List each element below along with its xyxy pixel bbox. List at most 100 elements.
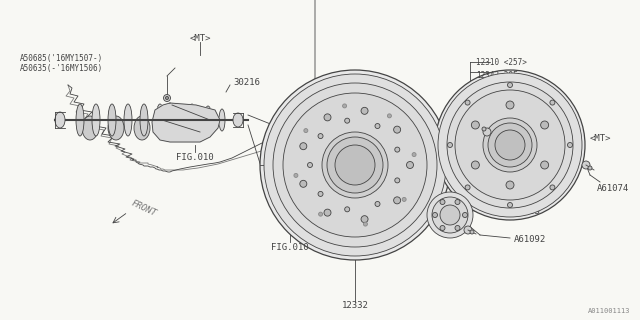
Circle shape (471, 161, 479, 169)
Text: A61092: A61092 (514, 236, 547, 244)
Circle shape (375, 202, 380, 206)
Ellipse shape (233, 113, 243, 127)
Ellipse shape (188, 104, 196, 136)
Circle shape (440, 205, 460, 225)
Text: FRONT: FRONT (130, 198, 158, 218)
Circle shape (406, 162, 413, 169)
Ellipse shape (108, 116, 124, 140)
Text: 12310 <257>: 12310 <257> (476, 58, 527, 67)
Ellipse shape (76, 104, 84, 136)
Text: 12333: 12333 (514, 207, 541, 217)
Circle shape (463, 212, 467, 218)
Circle shape (568, 142, 573, 148)
Circle shape (483, 128, 491, 136)
Circle shape (465, 100, 470, 105)
Text: A50635(-'16MY1506): A50635(-'16MY1506) (20, 63, 103, 73)
Circle shape (394, 126, 401, 133)
Text: <MT>: <MT> (189, 34, 211, 43)
Circle shape (541, 121, 548, 129)
Circle shape (464, 226, 472, 234)
Circle shape (508, 83, 513, 87)
Ellipse shape (82, 116, 98, 140)
Ellipse shape (92, 104, 100, 136)
Circle shape (482, 127, 486, 131)
Circle shape (488, 123, 532, 167)
Circle shape (300, 143, 307, 150)
Circle shape (273, 83, 437, 247)
Circle shape (447, 142, 452, 148)
Circle shape (455, 90, 565, 200)
Ellipse shape (140, 104, 148, 136)
Circle shape (440, 199, 445, 204)
Circle shape (440, 226, 445, 230)
Circle shape (387, 114, 392, 118)
Circle shape (361, 216, 368, 223)
Circle shape (432, 197, 468, 233)
Circle shape (342, 104, 347, 108)
Circle shape (433, 212, 438, 218)
Circle shape (483, 118, 537, 172)
Circle shape (395, 147, 400, 152)
Text: 12342<20F>: 12342<20F> (476, 70, 522, 79)
Circle shape (588, 166, 592, 170)
Circle shape (455, 199, 460, 204)
Circle shape (300, 180, 307, 187)
Ellipse shape (108, 104, 116, 136)
Ellipse shape (172, 104, 180, 136)
Circle shape (264, 74, 446, 256)
Circle shape (435, 70, 585, 220)
Circle shape (364, 222, 367, 226)
Circle shape (345, 118, 349, 123)
Text: FIG.010: FIG.010 (271, 244, 309, 252)
Ellipse shape (124, 104, 132, 136)
Circle shape (508, 203, 513, 207)
Circle shape (495, 130, 525, 160)
Circle shape (395, 178, 400, 183)
Circle shape (402, 197, 406, 201)
Circle shape (283, 93, 427, 237)
Text: 30216: 30216 (233, 77, 260, 86)
Text: A50685('16MY1507-): A50685('16MY1507-) (20, 53, 103, 62)
Text: <CVT>: <CVT> (415, 154, 442, 163)
Circle shape (304, 129, 308, 132)
Circle shape (506, 181, 514, 189)
Circle shape (307, 163, 312, 167)
Circle shape (541, 161, 548, 169)
Circle shape (506, 101, 514, 109)
Ellipse shape (55, 112, 65, 128)
Circle shape (345, 207, 349, 212)
Polygon shape (152, 103, 220, 142)
Circle shape (319, 212, 323, 216)
Circle shape (324, 114, 331, 121)
Ellipse shape (186, 116, 202, 140)
Text: A61074: A61074 (597, 183, 629, 193)
Circle shape (163, 94, 170, 101)
Ellipse shape (160, 116, 176, 140)
Circle shape (324, 209, 331, 216)
Text: G21202: G21202 (460, 93, 492, 102)
Text: <MT>: <MT> (590, 133, 611, 142)
Circle shape (394, 197, 401, 204)
Ellipse shape (204, 106, 212, 134)
Polygon shape (68, 0, 315, 172)
Text: A011001113: A011001113 (588, 308, 630, 314)
Circle shape (427, 192, 473, 238)
Circle shape (335, 145, 375, 185)
Circle shape (550, 185, 555, 190)
Ellipse shape (156, 104, 164, 136)
Circle shape (550, 100, 555, 105)
Text: 12332: 12332 (342, 301, 369, 310)
Ellipse shape (134, 116, 150, 140)
Circle shape (465, 185, 470, 190)
Circle shape (412, 153, 416, 156)
Circle shape (166, 97, 168, 100)
Ellipse shape (219, 109, 225, 131)
Text: FIG.010: FIG.010 (176, 153, 214, 162)
Circle shape (318, 191, 323, 196)
Circle shape (455, 226, 460, 230)
Circle shape (322, 132, 388, 198)
Circle shape (438, 73, 582, 217)
Circle shape (318, 133, 323, 139)
Circle shape (260, 70, 450, 260)
Circle shape (447, 82, 573, 208)
